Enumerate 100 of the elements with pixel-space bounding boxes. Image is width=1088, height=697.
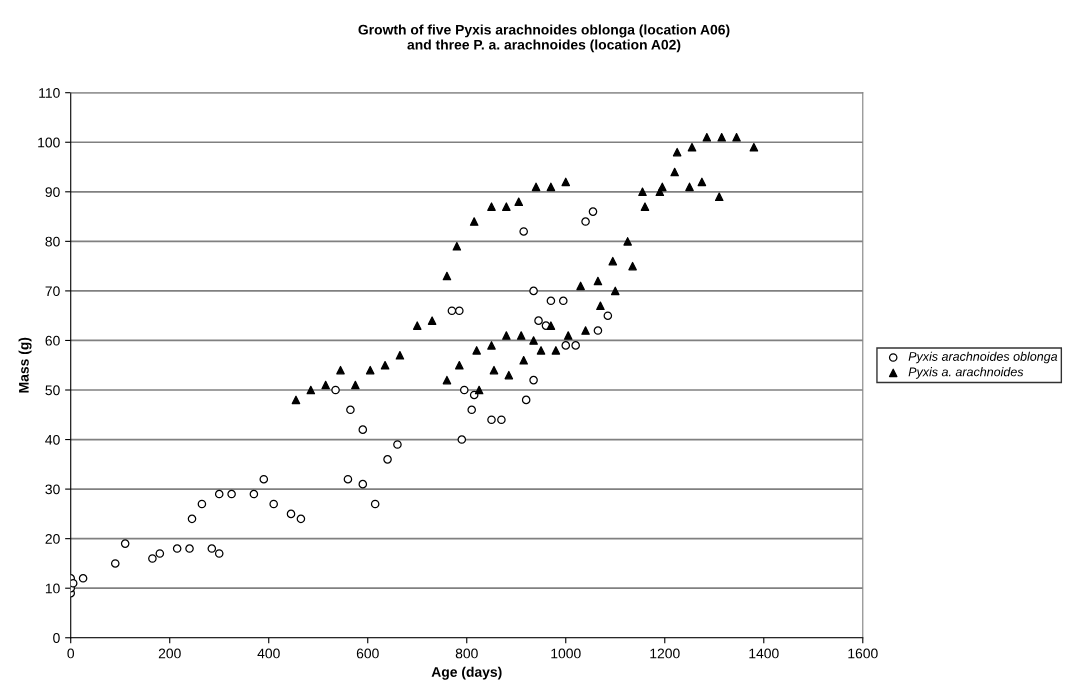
point [447, 306, 457, 316]
point [576, 281, 585, 291]
point [536, 346, 546, 355]
point [336, 365, 345, 375]
point [331, 385, 340, 395]
point [571, 341, 580, 350]
point [155, 549, 165, 558]
point [442, 271, 452, 281]
point [457, 435, 467, 444]
point [623, 237, 632, 246]
point [291, 395, 301, 405]
point [474, 385, 484, 395]
point [687, 142, 697, 152]
point [657, 182, 667, 192]
point [442, 375, 452, 385]
point [497, 415, 506, 425]
point [638, 187, 647, 197]
point [187, 514, 197, 524]
point [489, 365, 499, 375]
y-tick-label: 20 [45, 533, 60, 544]
point [214, 549, 224, 558]
point [529, 336, 538, 345]
point [593, 326, 603, 335]
point [732, 132, 741, 142]
y-tick-label: 100 [38, 137, 60, 148]
point [670, 167, 679, 177]
point [370, 499, 380, 509]
point [269, 499, 278, 509]
point [346, 405, 355, 415]
point [640, 202, 650, 211]
point [227, 489, 236, 499]
point [581, 217, 590, 226]
point [207, 544, 217, 553]
point [358, 479, 368, 489]
point [455, 306, 464, 316]
point [529, 375, 538, 385]
point [412, 321, 422, 330]
legend-label: Pyxis arachnoides oblonga [908, 351, 1058, 364]
point [459, 385, 469, 395]
point [588, 207, 598, 216]
y-tick-label: 10 [45, 583, 60, 594]
point [593, 276, 603, 286]
y-tick-label: 60 [45, 335, 60, 346]
point [321, 380, 330, 390]
x-tick-label: 1000 [551, 648, 581, 659]
legend-label: Pyxis a. arachnoides [908, 367, 1024, 379]
x-tick-label: 400 [257, 648, 280, 659]
point [546, 321, 556, 330]
point [467, 405, 477, 415]
point [487, 341, 496, 350]
point [249, 489, 259, 499]
x-axis-title: Age (days) [431, 666, 502, 680]
chart-title: Growth of five Pyxis arachnoides oblonga (location A06) and three P. a. arachnoides (location A02) [358, 24, 730, 53]
point [306, 385, 316, 395]
point [672, 147, 682, 157]
point [563, 331, 573, 340]
point [561, 177, 571, 187]
point [697, 177, 707, 187]
point [551, 346, 561, 355]
x-tick-label: 1600 [848, 648, 878, 659]
point [685, 182, 694, 192]
point [286, 509, 296, 519]
point [529, 286, 538, 296]
point [427, 316, 437, 325]
point [455, 360, 464, 370]
point [581, 326, 590, 335]
x-tick-label: 1400 [749, 648, 779, 659]
point [78, 573, 88, 583]
point [70, 578, 78, 588]
point [546, 182, 556, 192]
point [504, 370, 514, 380]
point [472, 346, 481, 355]
y-tick-label: 80 [45, 236, 60, 247]
point [351, 380, 360, 390]
point [487, 415, 496, 425]
point [172, 544, 182, 553]
point [610, 286, 620, 296]
point [120, 539, 130, 548]
y-tick-label: 0 [53, 633, 60, 643]
point [717, 132, 726, 142]
x-tick-label: 0 [67, 648, 75, 659]
y-tick-label: 90 [45, 187, 60, 197]
point [185, 544, 194, 553]
point [603, 311, 613, 320]
point [519, 227, 528, 236]
point [383, 455, 392, 464]
point [521, 395, 531, 405]
point [214, 489, 224, 499]
y-tick-label: 70 [45, 286, 60, 297]
y-axis-title: Mass (g) [18, 337, 32, 393]
point [259, 474, 269, 484]
x-tick-label: 800 [455, 648, 478, 659]
point [296, 514, 306, 524]
point [502, 202, 511, 211]
point [395, 351, 405, 360]
point [358, 425, 368, 434]
point [534, 316, 543, 325]
point [502, 331, 511, 340]
point [393, 440, 402, 449]
point [197, 499, 207, 509]
